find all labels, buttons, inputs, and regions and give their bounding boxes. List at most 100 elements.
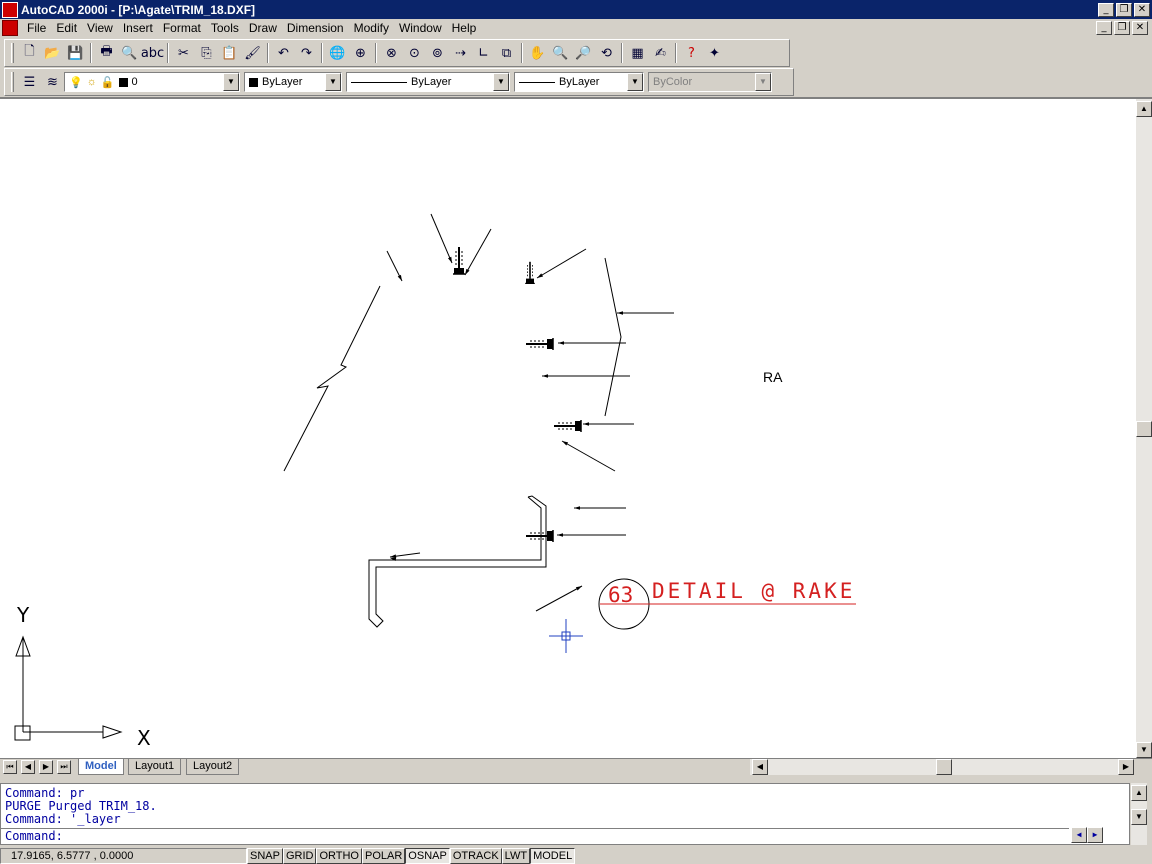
undo-icon[interactable]: ↶: [278, 45, 289, 61]
tab-layout1[interactable]: Layout1: [128, 759, 182, 775]
status-toggle-model[interactable]: MODEL: [530, 847, 576, 864]
linetype-value: ByLayer: [411, 76, 452, 88]
lock-icon: 🔓: [100, 76, 115, 89]
toolbar-grip[interactable]: [11, 43, 14, 63]
first-tab-button[interactable]: ⏮: [3, 760, 17, 774]
menu-window[interactable]: Window: [398, 21, 442, 35]
prev-tab-button[interactable]: ◀: [21, 760, 35, 774]
preview-icon[interactable]: 🔍: [121, 45, 138, 61]
menu-edit[interactable]: Edit: [56, 21, 78, 35]
layer-control[interactable]: 💡 ☼ 🔓 0 ▼: [64, 72, 240, 92]
doc-restore-button[interactable]: ❐: [1114, 21, 1130, 35]
menu-help[interactable]: Help: [451, 21, 477, 35]
redo-icon[interactable]: ↷: [301, 45, 312, 61]
hyperlink-icon[interactable]: 🌐: [329, 45, 346, 61]
scroll-down-button[interactable]: ▼: [1136, 742, 1152, 758]
tracking-icon[interactable]: ⊗: [386, 45, 397, 61]
lineweight-control[interactable]: ByLayer ▼: [514, 72, 644, 92]
command-input[interactable]: Command:: [1, 828, 1069, 844]
status-toggle-grid[interactable]: GRID: [282, 847, 317, 864]
break-line: [283, 285, 381, 472]
status-toggle-lwt[interactable]: LWT: [501, 847, 531, 864]
scroll-right-button[interactable]: ▶: [1118, 759, 1134, 775]
zoom-previous-icon[interactable]: ⟲: [601, 45, 612, 61]
status-toggle-otrack[interactable]: OTRACK: [449, 847, 502, 864]
cut-icon[interactable]: ✂: [178, 45, 189, 61]
drawing-canvas[interactable]: RA 63 DETAIL @ RAKE Y X: [0, 99, 1136, 760]
command-history-line: Command: '_layer: [5, 812, 121, 826]
cmd-scroll-right-button[interactable]: ▶: [1087, 827, 1103, 843]
design-center-icon[interactable]: ✍: [655, 45, 666, 61]
leader-arrow: [386, 250, 403, 282]
help-icon[interactable]: ?: [688, 45, 695, 61]
make-layer-current-icon[interactable]: ≋: [47, 74, 58, 90]
new-icon[interactable]: 🗋: [24, 44, 35, 59]
next-tab-button[interactable]: ▶: [39, 760, 53, 774]
spell-icon[interactable]: abc: [140, 45, 165, 61]
color-control[interactable]: ByLayer ▼: [244, 72, 342, 92]
menu-view[interactable]: View: [87, 21, 113, 35]
menu-dimension[interactable]: Dimension: [286, 21, 344, 35]
document-icon[interactable]: [2, 20, 18, 36]
distance-icon[interactable]: ∟: [478, 45, 489, 61]
status-toggle-osnap[interactable]: OSNAP: [405, 847, 450, 864]
cmd-scroll-up-button[interactable]: ▲: [1131, 785, 1147, 801]
today-icon[interactable]: ✦: [709, 45, 720, 61]
status-toggle-polar[interactable]: POLAR: [362, 847, 406, 864]
doc-minimize-button[interactable]: _: [1096, 21, 1112, 35]
cmd-scroll-left-button[interactable]: ◀: [1071, 827, 1087, 843]
coordinate-readout[interactable]: 17.9165, 6.5777 , 0.0000: [0, 847, 247, 864]
status-toggle-snap[interactable]: SNAP: [247, 847, 283, 864]
open-icon[interactable]: 📂: [44, 45, 61, 61]
status-toggle-ortho[interactable]: ORTHO: [316, 847, 362, 864]
chevron-down-icon[interactable]: ▼: [493, 73, 509, 91]
layers-icon[interactable]: ☰: [23, 74, 36, 90]
paste-icon[interactable]: 📋: [221, 45, 238, 61]
minimize-button[interactable]: _: [1098, 2, 1114, 17]
copy-icon[interactable]: ⎘: [201, 45, 212, 61]
screw-symbol: [525, 529, 554, 543]
snap-from-icon[interactable]: ⊙: [409, 45, 420, 61]
scroll-up-button[interactable]: ▲: [1136, 101, 1152, 117]
web-icon[interactable]: ⊕: [355, 45, 366, 61]
ucs-icon[interactable]: ⇢: [455, 45, 466, 61]
doc-close-button[interactable]: ✕: [1132, 21, 1148, 35]
vertical-scrollbar[interactable]: ▲ ▼: [1136, 99, 1152, 760]
menu-insert[interactable]: Insert: [122, 21, 153, 35]
drawing-area[interactable]: RA 63 DETAIL @ RAKE Y X: [0, 97, 1152, 760]
last-tab-button[interactable]: ⏭: [57, 760, 71, 774]
linetype-control[interactable]: ByLayer ▼: [346, 72, 510, 92]
match-properties-icon[interactable]: 🖌: [244, 45, 261, 61]
autocad-app-icon[interactable]: [2, 1, 18, 18]
menu-format[interactable]: Format: [162, 21, 201, 35]
tab-model[interactable]: Model: [78, 759, 124, 775]
command-scrollbar[interactable]: ▲ ▼: [1131, 783, 1147, 845]
angle-icon[interactable]: ⧉: [501, 45, 512, 61]
tab-layout2[interactable]: Layout2: [186, 759, 240, 775]
zoom-realtime-icon[interactable]: 🔍: [552, 45, 569, 61]
menu-tools[interactable]: Tools: [210, 21, 239, 35]
menu-modify[interactable]: Modify: [353, 21, 389, 35]
scroll-left-button[interactable]: ◀: [752, 759, 768, 775]
chevron-down-icon[interactable]: ▼: [223, 73, 239, 91]
chevron-down-icon[interactable]: ▼: [627, 73, 643, 91]
vertical-scroll-thumb[interactable]: [1136, 421, 1152, 437]
layer-color-swatch: [118, 77, 128, 87]
object-snap-icon[interactable]: ⊚: [432, 45, 443, 61]
cmd-scroll-down-button[interactable]: ▼: [1131, 809, 1147, 825]
close-button[interactable]: ✕: [1134, 2, 1150, 17]
print-icon[interactable]: 🖶: [100, 44, 113, 59]
menu-file[interactable]: File: [27, 21, 47, 35]
save-icon[interactable]: 💾: [67, 45, 84, 61]
menu-draw[interactable]: Draw: [248, 21, 277, 35]
horizontal-scroll-thumb[interactable]: [936, 759, 952, 775]
toolbar-grip[interactable]: [11, 72, 14, 92]
horizontal-scrollbar[interactable]: ◀ ▶: [750, 759, 1134, 775]
zoom-window-icon[interactable]: 🔎: [575, 45, 592, 61]
restore-button[interactable]: ❐: [1116, 2, 1132, 17]
pan-icon[interactable]: ✋: [529, 45, 546, 61]
rake-edge-line: [604, 257, 622, 417]
chevron-down-icon[interactable]: ▼: [325, 73, 341, 91]
properties-icon[interactable]: ▦: [631, 45, 644, 61]
leader-arrow: [561, 440, 616, 472]
